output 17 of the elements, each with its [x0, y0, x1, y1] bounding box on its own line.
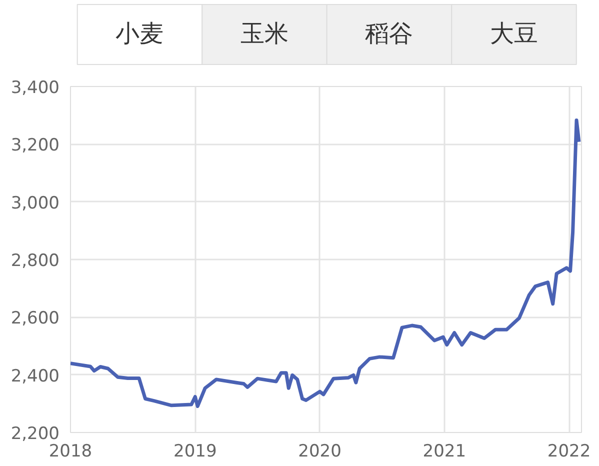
y-tick-label: 3,400	[10, 78, 60, 98]
y-tick-label: 3,000	[10, 193, 60, 214]
y-tick-label: 2,400	[10, 366, 60, 386]
x-tick-label: 2018	[48, 442, 92, 462]
x-tick-label: 2019	[174, 442, 217, 462]
x-tick-label: 2022	[547, 442, 591, 462]
y-tick-label: 3,200	[10, 136, 60, 156]
y-tick-label: 2,800	[10, 251, 60, 271]
x-tick-label: 2020	[298, 442, 342, 462]
x-tick-label: 2021	[422, 442, 466, 462]
text: 稻谷	[365, 22, 414, 48]
y-tick-label: 2,200	[10, 424, 60, 444]
text: 小麦	[116, 22, 164, 48]
text: 玉米	[240, 22, 288, 48]
y-tick-label: 2,600	[10, 308, 60, 329]
line-series	[70, 118, 581, 408]
text: 大豆	[490, 22, 538, 48]
